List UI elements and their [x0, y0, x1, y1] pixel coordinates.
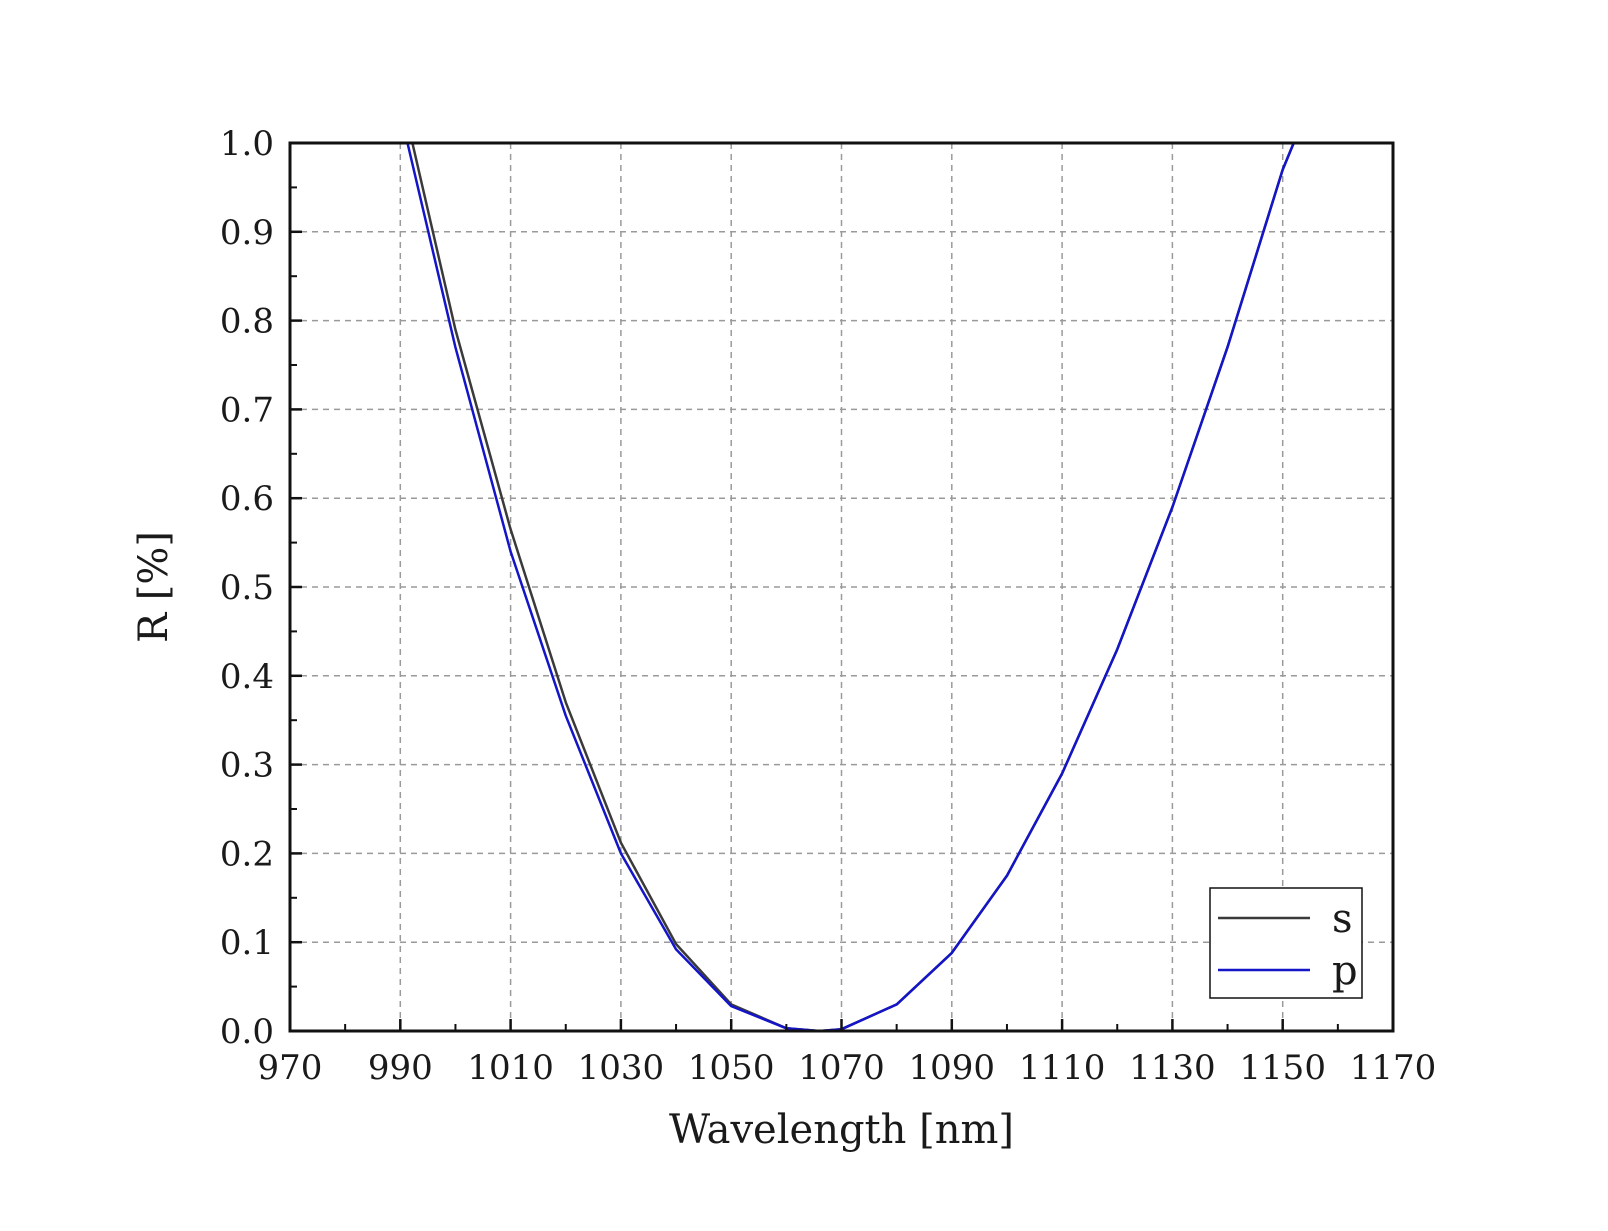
y-tick-label: 0.3 — [220, 746, 274, 786]
y-tick-label: 1.0 — [220, 124, 274, 164]
x-axis-title: Wavelength [nm] — [669, 1107, 1014, 1153]
y-tick-label: 0.4 — [220, 657, 274, 697]
y-tick-label: 0.8 — [220, 302, 274, 342]
y-axis-title: R [%] — [131, 531, 177, 643]
x-tick-label: 1170 — [1350, 1048, 1437, 1088]
x-tick-label: 1070 — [798, 1048, 885, 1088]
legend-box — [1209, 887, 1363, 999]
x-tick-label: 1130 — [1129, 1048, 1216, 1088]
y-tick-labels: 0.0 0.1 0.2 0.3 0.4 0.5 0.6 0.7 0.8 0.9 1.0 — [220, 124, 274, 1052]
x-tick-label: 1010 — [467, 1048, 554, 1088]
legend: sp — [1209, 887, 1363, 999]
y-tick-label: 0.6 — [220, 479, 274, 519]
y-tick-label: 0.2 — [220, 834, 274, 874]
x-tick-label: 1030 — [578, 1048, 665, 1088]
x-tick-label: 1050 — [688, 1048, 775, 1088]
y-tick-label: 0.1 — [220, 923, 274, 963]
axis-ticks — [288, 141, 1395, 1033]
legend-label-p: p — [1332, 948, 1358, 994]
legend-label-s: s — [1332, 896, 1353, 942]
grid — [290, 143, 1393, 1031]
x-tick-label: 970 — [258, 1048, 323, 1088]
y-tick-label: 0.5 — [220, 568, 274, 608]
x-tick-label: 1150 — [1239, 1048, 1326, 1088]
y-tick-label: 0.0 — [220, 1012, 274, 1052]
x-tick-label: 1090 — [909, 1048, 996, 1088]
x-tick-label: 990 — [368, 1048, 433, 1088]
x-tick-labels: 970 990 1010 1030 1050 1070 1090 1110 1130 1150 11… — [258, 1048, 1437, 1088]
x-tick-label: 1110 — [1019, 1048, 1106, 1088]
y-tick-label: 0.7 — [220, 390, 274, 430]
y-tick-label: 0.9 — [220, 213, 274, 253]
